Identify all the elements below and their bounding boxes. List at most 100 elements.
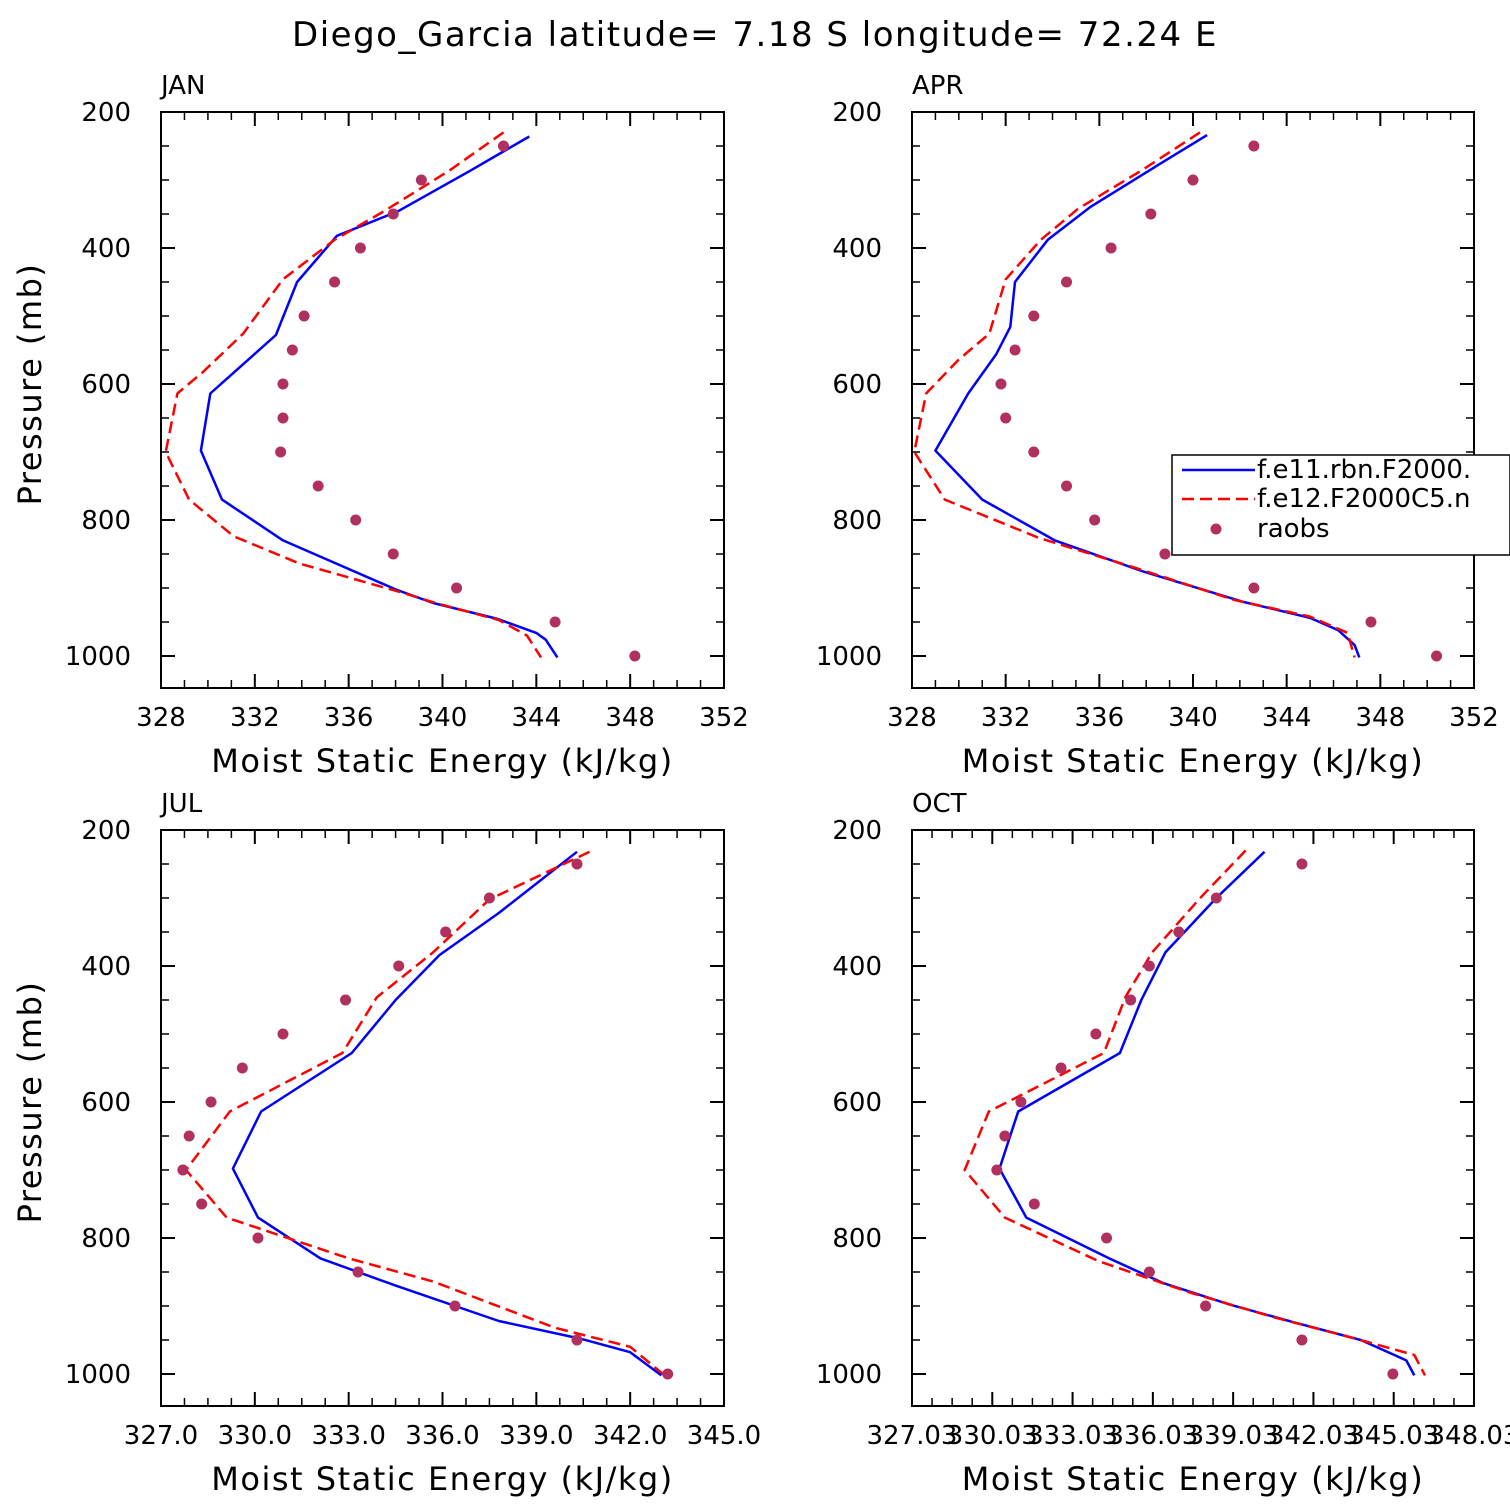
raobs-marker	[393, 960, 405, 972]
raobs-marker	[549, 616, 561, 628]
raobs-marker	[1105, 242, 1117, 254]
raobs-marker	[1009, 344, 1021, 356]
panel-jan: JAN 328 332 336 340 344 348 352 200 400 600 800 1000…	[11, 71, 749, 780]
raobs-marker	[1028, 1198, 1040, 1210]
raobs-marker	[1296, 858, 1308, 870]
y-tick-label: 800	[832, 1224, 882, 1254]
raobs-marker	[449, 1300, 461, 1312]
raobs-marker	[1187, 174, 1199, 186]
raobs-marker	[1365, 616, 1377, 628]
x-tick-label: 333.03	[1027, 1421, 1118, 1451]
y-tick-label: 400	[832, 952, 882, 982]
raobs-marker	[662, 1368, 674, 1380]
y-tick-label: 400	[832, 234, 882, 264]
y-tick-label: 600	[832, 370, 882, 400]
series-line-f-e12	[164, 131, 543, 659]
x-tick-label: 342.03	[1268, 1421, 1359, 1451]
x-tick-label: 332	[230, 703, 280, 733]
raobs-marker	[451, 582, 463, 594]
raobs-marker	[1145, 208, 1157, 220]
raobs-marker	[629, 650, 641, 662]
x-tick-label: 328	[136, 703, 186, 733]
panel-oct: OCT327.03330.03333.03336.03339.03342.033…	[816, 789, 1510, 1498]
y-tick-label: 800	[81, 506, 131, 536]
legend-label: f.e11.rbn.F2000.	[1257, 455, 1471, 485]
raobs-marker	[999, 1130, 1011, 1142]
raobs-marker	[354, 242, 366, 254]
panels: JAN 328 332 336 340 344 348 352 200 400 600 800 1000…	[11, 71, 1510, 1498]
x-tick-label: 336	[1075, 703, 1125, 733]
x-tick-label: 345.0	[687, 1421, 761, 1451]
series-line-f-e12	[913, 131, 1356, 658]
raobs-marker	[387, 548, 399, 560]
raobs-marker	[1210, 892, 1222, 904]
series-line-f-e12	[963, 849, 1427, 1376]
raobs-marker	[352, 1266, 364, 1278]
y-tick-label: 200	[81, 816, 131, 846]
x-tick-label: 352	[1449, 703, 1499, 733]
raobs-marker	[1101, 1232, 1113, 1244]
x-tick-label: 345.03	[1348, 1421, 1439, 1451]
series-line-f-e11	[231, 850, 663, 1377]
raobs-marker	[236, 1062, 248, 1074]
raobs-marker	[1028, 446, 1040, 458]
raobs-marker	[177, 1164, 189, 1176]
x-tick-label: 348.03	[1429, 1421, 1510, 1451]
raobs-marker	[1061, 480, 1073, 492]
y-tick-label: 600	[81, 1088, 131, 1118]
raobs-marker	[995, 378, 1007, 390]
x-tick-label: 352	[699, 703, 749, 733]
raobs-marker	[440, 926, 452, 938]
y-tick-label: 600	[81, 370, 131, 400]
x-tick-label: 348	[605, 703, 655, 733]
plot-frame	[160, 829, 725, 1407]
raobs-marker	[1296, 1334, 1308, 1346]
plot-frame	[911, 829, 1475, 1407]
panel-title: JAN	[159, 71, 205, 101]
x-tick-label: 332	[981, 703, 1031, 733]
legend-label: raobs	[1257, 514, 1330, 544]
legend-label: f.e12.F2000C5.n	[1257, 484, 1470, 514]
y-tick-label: 800	[81, 1224, 131, 1254]
y-tick-label: 400	[81, 234, 131, 264]
x-axis-label: Moist Static Energy (kJ/kg)	[211, 1460, 673, 1498]
y-tick-label: 1000	[816, 642, 882, 672]
x-tick-label: 348	[1356, 703, 1406, 733]
raobs-marker	[1248, 140, 1260, 152]
raobs-marker	[1000, 412, 1012, 424]
panel-title: JUL	[159, 789, 203, 819]
raobs-marker	[350, 514, 362, 526]
x-tick-label: 344	[512, 703, 562, 733]
series-line-f-e11	[998, 850, 1416, 1376]
x-tick-label: 340	[1168, 703, 1218, 733]
panel-apr: APR 328 332 336 340 344 348 352 200 400 600 800 1000…	[816, 71, 1499, 780]
raobs-marker	[298, 310, 310, 322]
plot-frame	[160, 111, 725, 689]
raobs-marker	[571, 858, 583, 870]
y-tick-label: 600	[832, 1088, 882, 1118]
raobs-marker	[571, 1334, 583, 1346]
raobs-marker	[1089, 514, 1101, 526]
legend-box	[1171, 454, 1510, 556]
raobs-marker	[1125, 994, 1137, 1006]
raobs-marker	[1143, 1266, 1155, 1278]
y-tick-label: 800	[832, 506, 882, 536]
x-tick-label: 344	[1262, 703, 1312, 733]
raobs-marker	[275, 446, 287, 458]
x-axis-label: Moist Static Energy (kJ/kg)	[962, 742, 1424, 780]
raobs-marker	[312, 480, 324, 492]
x-tick-label: 342.0	[593, 1421, 667, 1451]
raobs-marker	[497, 140, 509, 152]
x-axis-label: Moist Static Energy (kJ/kg)	[211, 742, 673, 780]
x-tick-label: 336	[324, 703, 374, 733]
raobs-marker	[1200, 1300, 1212, 1312]
y-tick-label: 200	[832, 98, 882, 128]
raobs-marker	[1387, 1368, 1399, 1380]
raobs-marker	[1431, 650, 1443, 662]
raobs-marker	[1061, 276, 1073, 288]
x-tick-label: 339.03	[1188, 1421, 1279, 1451]
figure-title: Diego_Garcia latitude= 7.18 S longitude=…	[292, 15, 1218, 55]
y-tick-label: 200	[832, 816, 882, 846]
